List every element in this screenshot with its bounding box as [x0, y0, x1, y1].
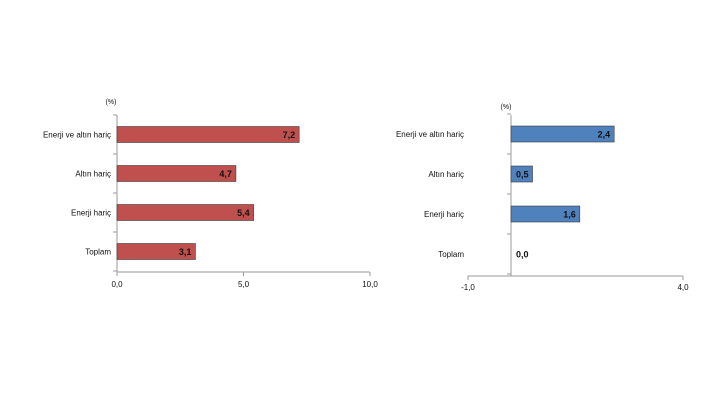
- value-axis-tick-label: -1,0: [461, 283, 475, 292]
- left-bar-chart: (%) 0,0 5,0 10,0 Enerji ve altın hariç 7,2 Alt…: [43, 99, 378, 289]
- data-label: 1,6: [563, 210, 576, 220]
- data-label: 2,4: [598, 130, 611, 140]
- category-label: Toplam: [85, 248, 111, 257]
- right-bar-chart: (%) -1,0 4,0 Enerji ve altın hariç 2,4 Altın …: [396, 104, 689, 292]
- data-label: 0,5: [516, 170, 529, 180]
- value-axis-tick-label: 5,0: [238, 280, 250, 289]
- unit-label: (%): [501, 104, 512, 111]
- bar: [510, 125, 615, 143]
- bar: [510, 205, 581, 223]
- data-label: 3,1: [179, 247, 192, 257]
- category-label: Enerji hariç: [71, 209, 111, 218]
- bar: [116, 126, 300, 143]
- category-label: Toplam: [438, 250, 464, 259]
- bar: [116, 165, 237, 182]
- category-label: Enerji ve altın hariç: [396, 130, 464, 139]
- value-axis-tick-label: 10,0: [362, 280, 378, 289]
- category-label: Altın hariç: [428, 170, 464, 179]
- bar: [116, 243, 196, 260]
- value-axis-tick-label: 4,0: [677, 283, 689, 292]
- category-label: Altın hariç: [75, 170, 111, 179]
- unit-label: (%): [106, 99, 117, 106]
- data-label: 5,4: [237, 208, 250, 218]
- value-axis-tick-label: 0,0: [111, 280, 123, 289]
- data-label: 0,0: [516, 250, 529, 260]
- category-label: Enerji hariç: [424, 210, 464, 219]
- bar: [116, 204, 254, 221]
- bar: [510, 165, 533, 183]
- data-label: 4,7: [219, 169, 232, 179]
- category-label: Enerji ve altın hariç: [43, 131, 111, 140]
- data-label: 7,2: [283, 130, 296, 140]
